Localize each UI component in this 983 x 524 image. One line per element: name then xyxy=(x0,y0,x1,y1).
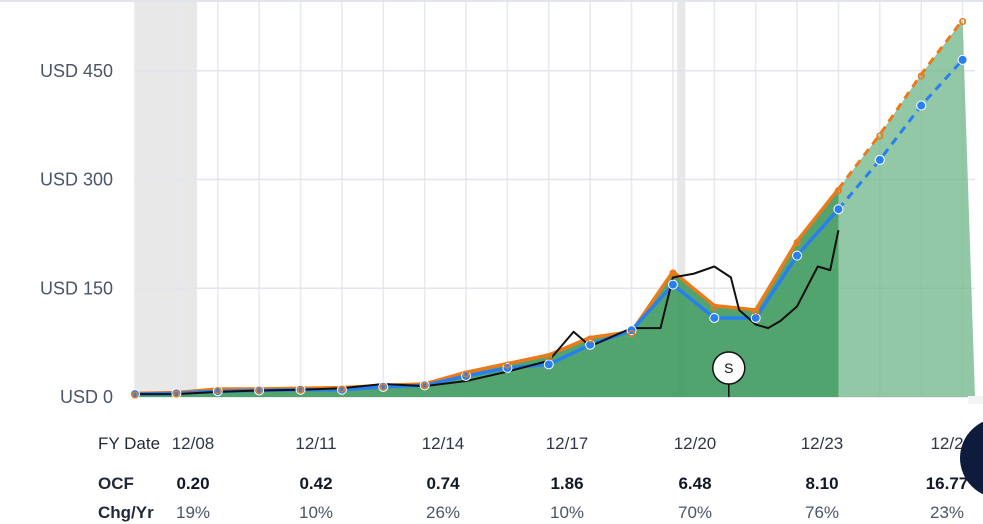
orange-point: o xyxy=(131,386,139,401)
row-label-chg-yr: Chg/Yr xyxy=(98,503,154,522)
ocf-cell: 0.20 xyxy=(176,474,209,493)
blue-point xyxy=(543,359,554,370)
chg-yr-cell: 10% xyxy=(550,503,584,522)
orange-point: o xyxy=(172,386,180,401)
blue-point xyxy=(461,370,472,381)
blue-point xyxy=(709,312,720,323)
blue-point xyxy=(792,250,803,261)
blue-point xyxy=(874,154,885,165)
orange-point: o xyxy=(917,67,925,82)
y-tick-label: USD 150 xyxy=(40,278,113,298)
orange-point: o xyxy=(793,234,801,249)
y-axis-labels: USD 0 USD 150 USD 300 USD 450 xyxy=(40,61,113,407)
y-tick-label: USD 0 xyxy=(60,387,113,407)
orange-point: o xyxy=(421,377,429,392)
orange-point: o xyxy=(503,357,511,372)
blue-point xyxy=(502,363,513,373)
orange-point: o xyxy=(255,382,263,397)
row-label-ocf: OCF xyxy=(98,474,134,493)
chg-yr-cell: 23% xyxy=(930,503,964,522)
chg-yr-cell: 26% xyxy=(426,503,460,522)
fy-date-cell: 12/23 xyxy=(801,434,844,453)
fy-date-cell: 12/17 xyxy=(546,434,589,453)
blue-point xyxy=(336,384,347,395)
orange-point: o xyxy=(462,365,470,380)
blue-point xyxy=(212,386,223,397)
orange-point: o xyxy=(834,182,842,197)
scroll-handle[interactable] xyxy=(960,396,983,498)
blue-point xyxy=(585,339,596,350)
chg-yr-cell: 76% xyxy=(805,503,839,522)
blue-point xyxy=(171,388,182,399)
blue-point xyxy=(957,54,968,65)
green-area xyxy=(135,20,975,397)
ocf-cell: 0.42 xyxy=(299,474,332,493)
scroll-handle-tab xyxy=(968,396,983,404)
recession-band-0 xyxy=(135,0,198,397)
s-marker[interactable]: S xyxy=(712,351,746,397)
orange-point: o xyxy=(628,325,636,340)
ocf-cell: 1.86 xyxy=(550,474,583,493)
chg-yr-cell: 19% xyxy=(176,503,210,522)
historical-area xyxy=(135,188,839,397)
recession-bands xyxy=(135,0,686,397)
blue-point xyxy=(295,384,306,395)
s-marker-label: S xyxy=(724,360,733,376)
fy-date-cell: 12/11 xyxy=(295,434,336,453)
chg-yr-cell: 10% xyxy=(299,503,333,522)
estimate-area xyxy=(838,20,975,397)
series-lines: o o o o o o o o o o o o o o o o o o o o o xyxy=(130,13,968,401)
orange-point: o xyxy=(379,378,387,393)
blue-point xyxy=(626,325,637,336)
orange-point: o xyxy=(752,303,760,318)
s-marker-circle[interactable] xyxy=(712,351,746,385)
orange-point: o xyxy=(338,381,346,396)
ocf-cell: 8.10 xyxy=(805,474,838,493)
y-tick-label: USD 300 xyxy=(40,170,113,190)
blue-point xyxy=(130,389,140,400)
blue-point xyxy=(378,381,389,392)
data-table: FY Date OCF Chg/Yr 12/08 0.20 19% 12/11 0.42 10%… xyxy=(98,434,968,522)
fair_value_orange-estimate-line xyxy=(837,19,964,190)
y-tick-label: USD 450 xyxy=(40,61,113,81)
orange-point: o xyxy=(586,331,594,346)
blue-point xyxy=(667,279,678,290)
orange-point: o xyxy=(214,382,222,397)
ocf-cell: 6.48 xyxy=(678,474,711,493)
fy-date-cell: 12/08 xyxy=(172,434,215,453)
orange-point: o xyxy=(876,128,884,143)
row-label-fy-date: FY Date xyxy=(98,434,160,453)
orange-point: o xyxy=(669,265,677,280)
chg-yr-cell: 70% xyxy=(678,503,712,522)
blue-point xyxy=(254,385,265,396)
recession-band-1 xyxy=(677,0,686,397)
ocf-cell: 0.74 xyxy=(426,474,460,493)
normal_blue-estimate-line xyxy=(837,58,964,211)
fy-date-cell: 12/2 xyxy=(930,434,963,453)
orange-point: o xyxy=(959,13,967,28)
orange-point: o xyxy=(297,381,305,396)
fy-date-cell: 12/14 xyxy=(422,434,465,453)
blue-point xyxy=(916,100,927,111)
ocf-cell: 16.77 xyxy=(926,474,969,493)
blue-point xyxy=(750,312,761,323)
blue-point xyxy=(833,204,844,215)
fy-date-cell: 12/20 xyxy=(674,434,717,453)
orange-point: o xyxy=(545,348,553,363)
blue-point xyxy=(419,380,430,391)
scroll-handle-circle[interactable] xyxy=(960,418,983,498)
orange-point: o xyxy=(710,299,718,314)
